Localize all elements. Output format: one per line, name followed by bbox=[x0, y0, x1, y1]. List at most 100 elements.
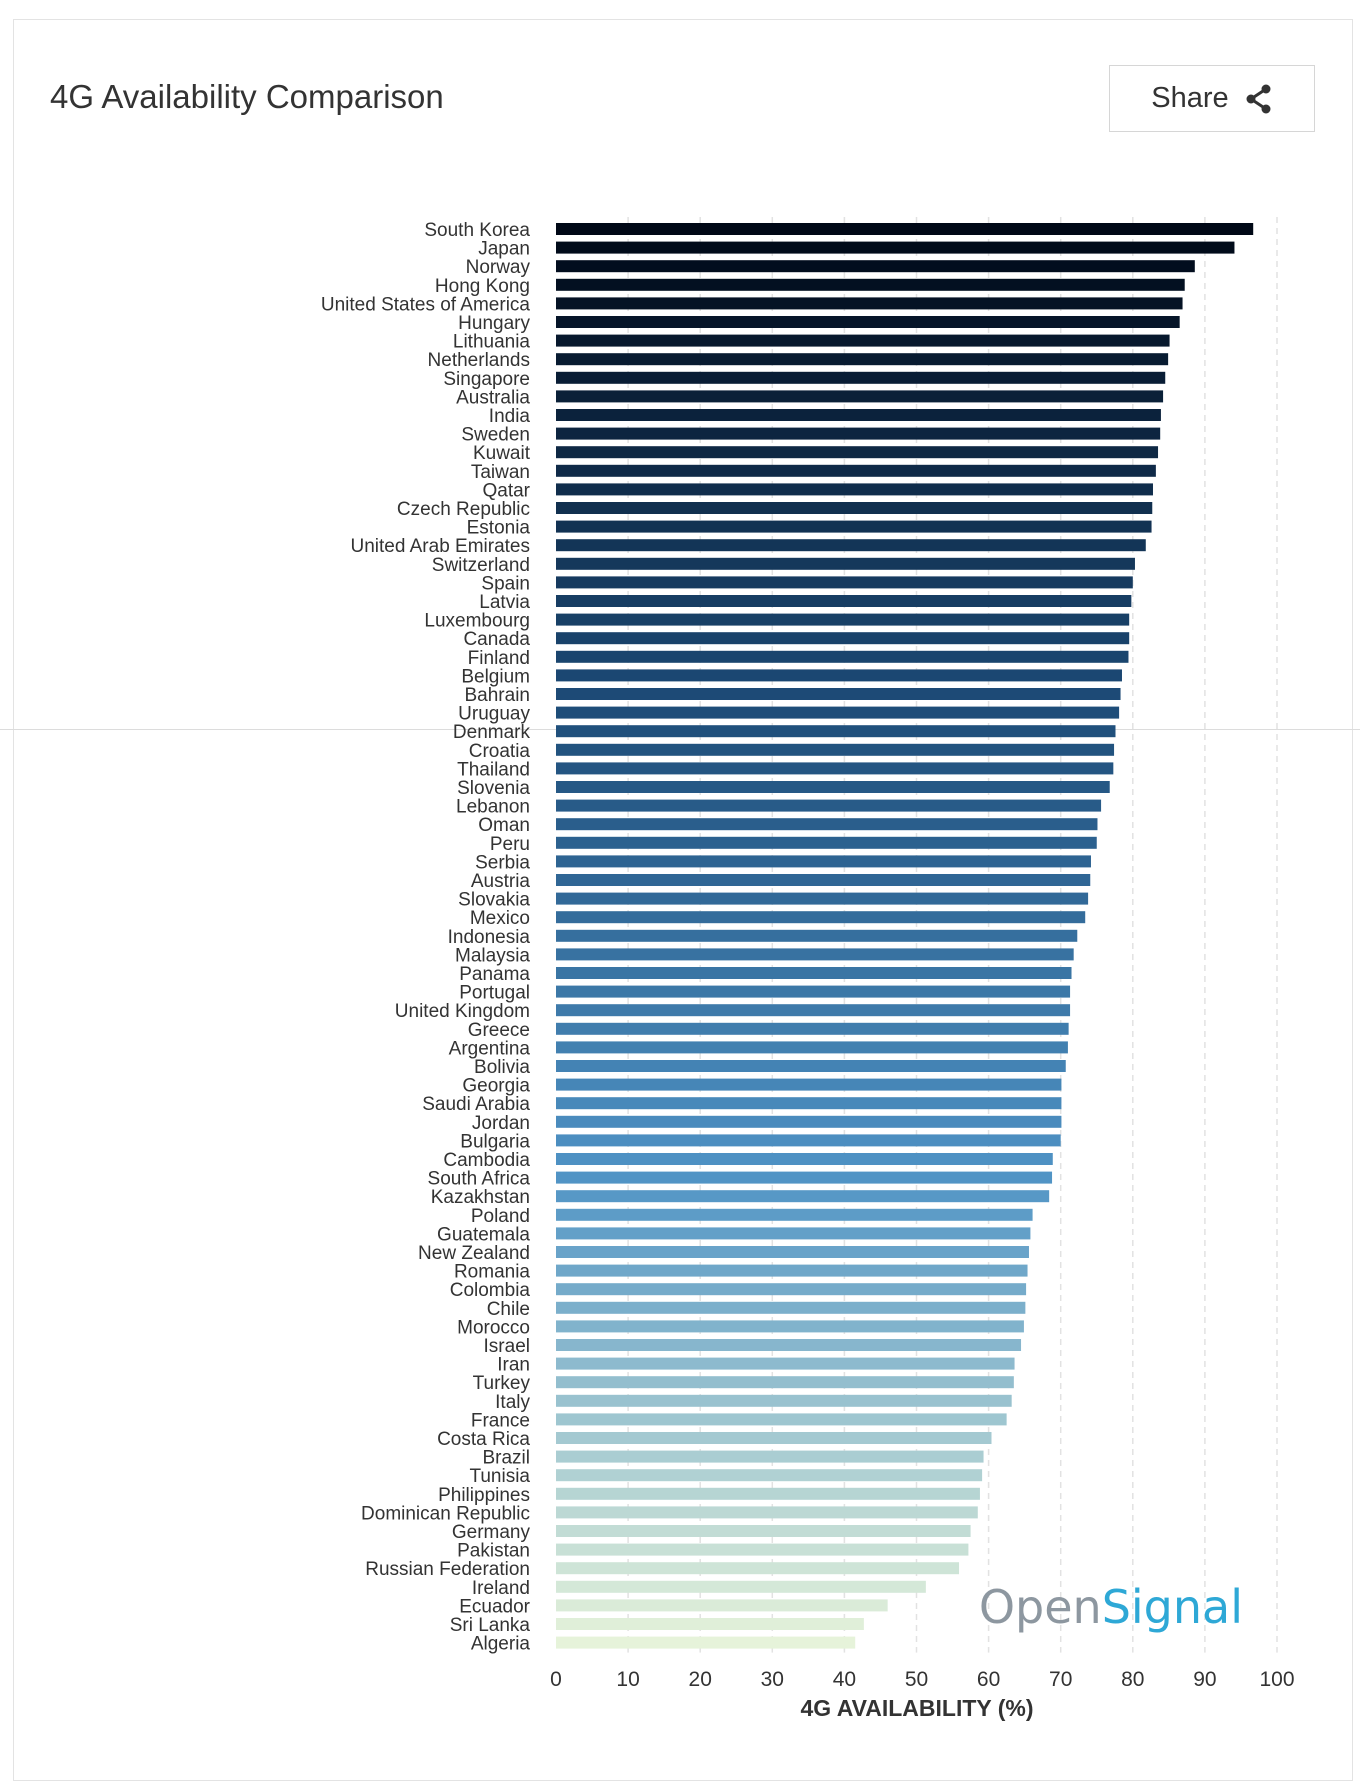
bar[interactable] bbox=[556, 297, 1183, 310]
bar[interactable] bbox=[556, 706, 1120, 719]
logo-signal: Signal bbox=[1102, 1580, 1243, 1634]
bar[interactable] bbox=[556, 1506, 978, 1519]
category-label: Switzerland bbox=[432, 555, 530, 576]
category-label: Philippines bbox=[438, 1485, 530, 1506]
bar[interactable] bbox=[556, 316, 1180, 328]
bar[interactable] bbox=[556, 743, 1115, 756]
bar[interactable] bbox=[556, 688, 1121, 700]
bar[interactable] bbox=[556, 1097, 1062, 1110]
bar[interactable] bbox=[556, 632, 1130, 645]
bar[interactable] bbox=[556, 1357, 1015, 1370]
bar[interactable] bbox=[556, 1264, 1028, 1277]
category-label: United Kingdom bbox=[395, 1001, 530, 1022]
bar[interactable] bbox=[556, 836, 1097, 849]
bar[interactable] bbox=[556, 1227, 1031, 1240]
bar[interactable] bbox=[556, 1618, 864, 1630]
bar[interactable] bbox=[556, 557, 1135, 570]
bar[interactable] bbox=[556, 799, 1102, 812]
bar[interactable] bbox=[556, 1022, 1069, 1035]
bar[interactable] bbox=[556, 1115, 1062, 1128]
bar[interactable] bbox=[556, 1301, 1026, 1314]
bar[interactable] bbox=[556, 483, 1153, 496]
bar[interactable] bbox=[556, 1413, 1007, 1426]
category-label: Greece bbox=[468, 1020, 530, 1041]
bar[interactable] bbox=[556, 929, 1078, 942]
bar[interactable] bbox=[556, 520, 1152, 533]
bar[interactable] bbox=[556, 390, 1164, 403]
category-label: Portugal bbox=[459, 983, 530, 1004]
category-label: Kazakhstan bbox=[431, 1187, 530, 1208]
bar[interactable] bbox=[556, 595, 1132, 607]
category-label: Costa Rica bbox=[437, 1429, 530, 1450]
category-label: Netherlands bbox=[428, 350, 530, 371]
bar[interactable] bbox=[556, 1041, 1068, 1054]
bar[interactable] bbox=[556, 1208, 1033, 1221]
bar[interactable] bbox=[556, 1339, 1022, 1351]
bar[interactable] bbox=[556, 1450, 984, 1463]
bar[interactable] bbox=[556, 1636, 856, 1649]
bar[interactable] bbox=[556, 278, 1185, 291]
bar[interactable] bbox=[556, 1432, 992, 1444]
category-label: Cambodia bbox=[443, 1150, 530, 1171]
bar[interactable] bbox=[556, 1543, 969, 1556]
bar[interactable] bbox=[556, 1078, 1062, 1091]
category-label: Denmark bbox=[453, 722, 531, 743]
bar[interactable] bbox=[556, 1153, 1053, 1165]
bar[interactable] bbox=[556, 1246, 1029, 1258]
bar[interactable] bbox=[556, 781, 1110, 793]
bar[interactable] bbox=[556, 948, 1074, 961]
bar[interactable] bbox=[556, 260, 1195, 273]
bar[interactable] bbox=[556, 1320, 1024, 1333]
category-label: Panama bbox=[459, 964, 530, 985]
bar[interactable] bbox=[556, 502, 1153, 514]
category-label: Estonia bbox=[467, 518, 531, 539]
bar[interactable] bbox=[556, 353, 1169, 366]
bar[interactable] bbox=[556, 539, 1146, 552]
bar[interactable] bbox=[556, 1580, 926, 1593]
bar[interactable] bbox=[556, 725, 1116, 738]
category-label: Malaysia bbox=[455, 945, 530, 966]
bar[interactable] bbox=[556, 985, 1071, 998]
bar[interactable] bbox=[556, 409, 1161, 421]
bar[interactable] bbox=[556, 427, 1161, 440]
share-button[interactable]: Share bbox=[1109, 65, 1315, 132]
bar[interactable] bbox=[556, 1190, 1050, 1203]
bar[interactable] bbox=[556, 1376, 1014, 1389]
bar[interactable] bbox=[556, 967, 1072, 979]
bar[interactable] bbox=[556, 1394, 1012, 1407]
x-tick-label: 80 bbox=[1121, 1668, 1144, 1691]
bar[interactable] bbox=[556, 1060, 1066, 1072]
bar[interactable] bbox=[556, 371, 1166, 384]
bar[interactable] bbox=[556, 911, 1086, 924]
bar[interactable] bbox=[556, 464, 1156, 477]
bar[interactable] bbox=[556, 762, 1114, 775]
bar[interactable] bbox=[556, 650, 1129, 663]
bar[interactable] bbox=[556, 1525, 971, 1537]
bar[interactable] bbox=[556, 576, 1133, 589]
bar[interactable] bbox=[556, 241, 1235, 254]
bar[interactable] bbox=[556, 1599, 888, 1612]
bar[interactable] bbox=[556, 669, 1122, 682]
bar[interactable] bbox=[556, 613, 1130, 626]
bar[interactable] bbox=[556, 1004, 1071, 1017]
bar[interactable] bbox=[556, 1134, 1061, 1147]
bar[interactable] bbox=[556, 1171, 1053, 1184]
bar[interactable] bbox=[556, 223, 1254, 235]
x-tick-label: 40 bbox=[833, 1668, 856, 1691]
bar[interactable] bbox=[556, 1283, 1027, 1296]
bar[interactable] bbox=[556, 874, 1091, 886]
category-label: India bbox=[489, 406, 531, 427]
bar[interactable] bbox=[556, 1562, 960, 1575]
bar[interactable] bbox=[556, 446, 1159, 459]
bar[interactable] bbox=[556, 334, 1170, 347]
x-tick-labels: 0 10 20 30 40 50 60 70 80 90 100 bbox=[550, 1668, 1294, 1691]
bar[interactable] bbox=[556, 818, 1098, 831]
x-tick-label: 20 bbox=[689, 1668, 712, 1691]
bar[interactable] bbox=[556, 892, 1089, 905]
bar[interactable] bbox=[556, 1487, 980, 1500]
bar[interactable] bbox=[556, 855, 1091, 868]
bar[interactable] bbox=[556, 1469, 983, 1482]
category-label: Morocco bbox=[457, 1317, 530, 1338]
